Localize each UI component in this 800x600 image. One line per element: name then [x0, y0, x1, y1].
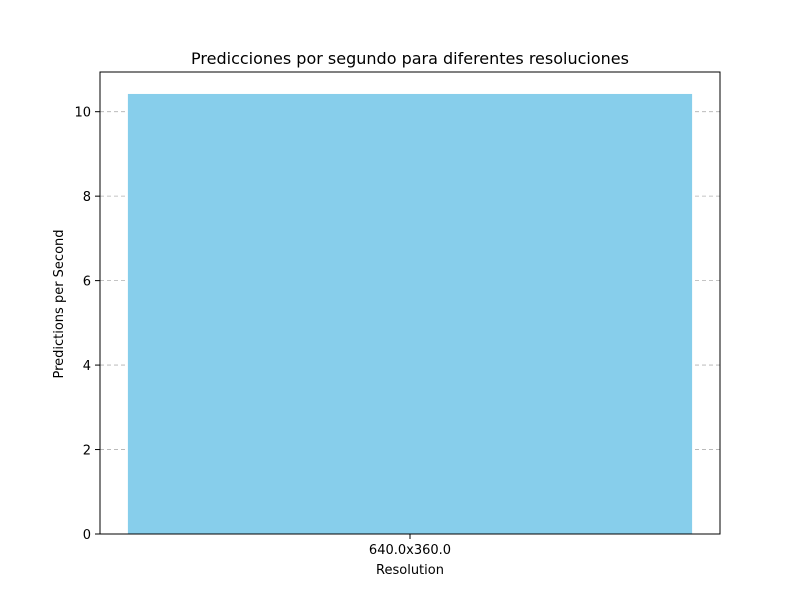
chart-title: Predicciones por segundo para diferentes…	[191, 49, 629, 68]
bars	[128, 94, 692, 534]
y-tick-label: 8	[83, 190, 91, 205]
x-tick-label: 640.0x360.0	[369, 543, 451, 558]
y-tick-label: 4	[83, 359, 91, 374]
y-tick-label: 6	[83, 275, 91, 290]
x-axis-ticks: 640.0x360.0	[369, 534, 451, 558]
y-axis-label: Predictions per Second	[52, 229, 67, 378]
y-axis-ticks: 0 2 4 6 8 10	[74, 106, 100, 543]
y-tick-label: 2	[83, 444, 91, 459]
x-axis-label: Resolution	[376, 563, 444, 578]
y-tick-label: 10	[74, 106, 91, 121]
y-tick-label: 0	[83, 528, 91, 543]
bar-640.0x360.0	[128, 94, 692, 534]
